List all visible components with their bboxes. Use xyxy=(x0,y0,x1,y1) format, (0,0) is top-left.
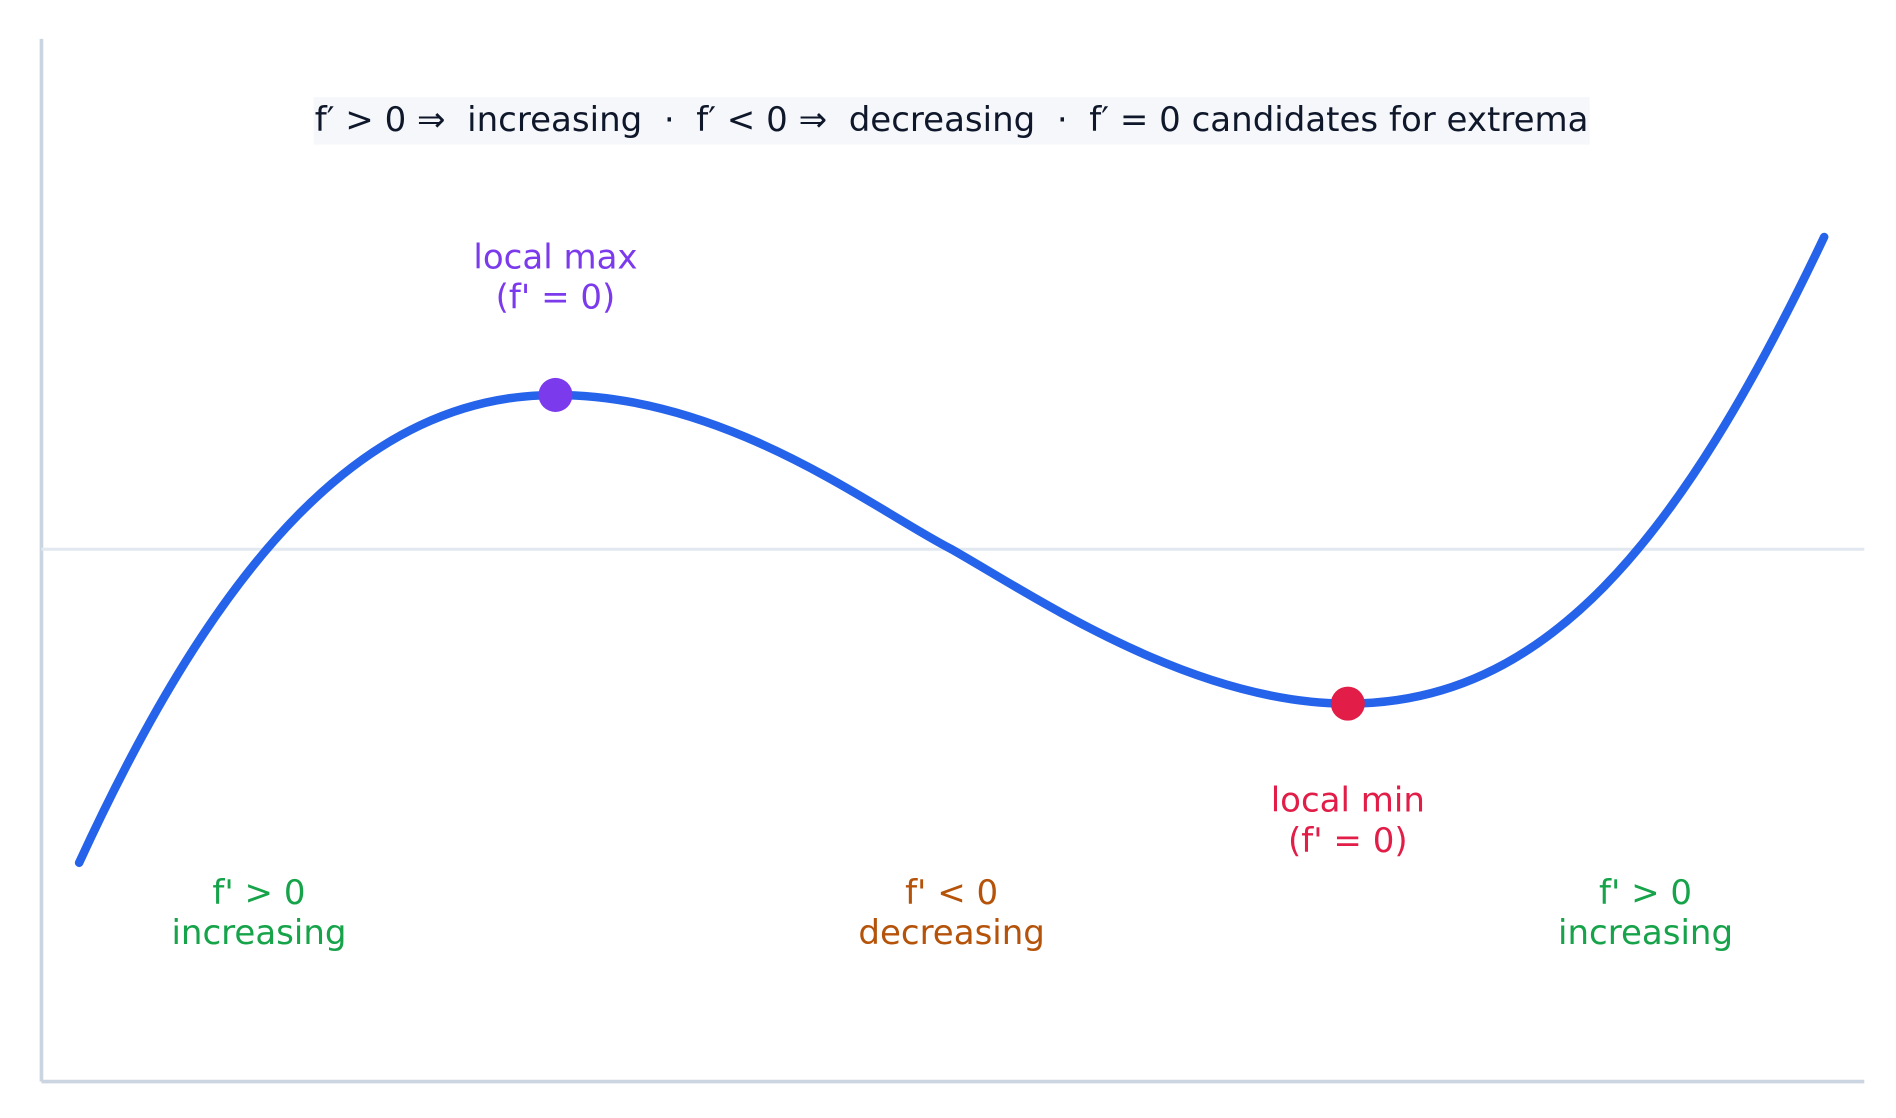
point-label: (f' = 0) xyxy=(1288,821,1408,861)
region-label: f' > 0 xyxy=(1599,873,1692,913)
curve xyxy=(74,232,1829,868)
region-label: increasing xyxy=(171,913,346,953)
region-label: increasing xyxy=(1558,913,1733,953)
min-point xyxy=(1330,686,1365,721)
region-label: f' < 0 xyxy=(905,873,998,913)
banner-box xyxy=(313,97,1590,145)
point-label: local min xyxy=(1271,781,1425,821)
max-point xyxy=(538,377,573,412)
banner: f′ > 0 ⇒ increasing · f′ < 0 ⇒ decreasin… xyxy=(315,100,1589,140)
point-label: (f' = 0) xyxy=(496,278,616,318)
region-label: decreasing xyxy=(858,913,1045,953)
point-label: local max xyxy=(473,238,637,278)
region-label: f' > 0 xyxy=(212,873,305,913)
